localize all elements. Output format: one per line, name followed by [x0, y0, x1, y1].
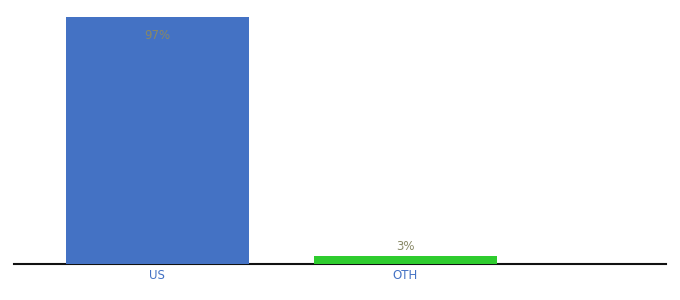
Bar: [314, 256, 496, 264]
Text: 97%: 97%: [144, 29, 170, 42]
Text: 3%: 3%: [396, 239, 415, 253]
Bar: [66, 16, 249, 264]
